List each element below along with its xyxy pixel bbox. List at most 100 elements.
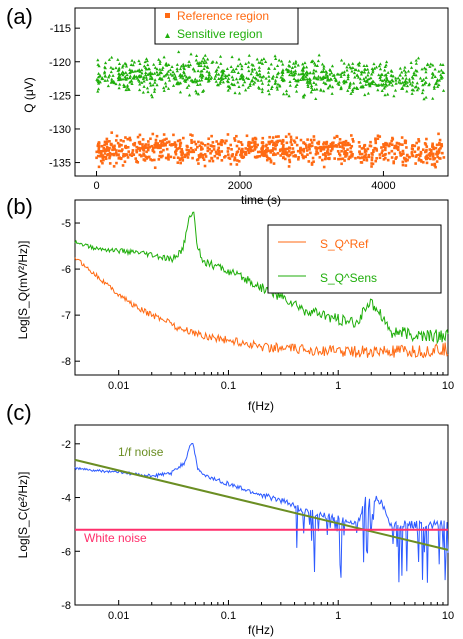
data-point bbox=[117, 66, 121, 70]
data-point bbox=[358, 156, 362, 160]
data-point bbox=[362, 70, 367, 74]
data-point bbox=[425, 63, 430, 67]
data-point bbox=[374, 139, 377, 142]
data-point bbox=[344, 150, 347, 153]
data-point bbox=[115, 161, 118, 165]
data-point bbox=[255, 155, 259, 159]
data-point bbox=[310, 141, 314, 144]
data-point bbox=[171, 70, 175, 74]
data-point bbox=[171, 143, 175, 147]
data-point bbox=[315, 64, 319, 67]
data-point bbox=[384, 82, 388, 86]
data-point bbox=[355, 73, 359, 77]
panel-c-ticks: 0.01 0.1 1 10 -2 -4 -6 -8 bbox=[61, 439, 454, 622]
data-point bbox=[184, 78, 188, 82]
data-point bbox=[312, 138, 316, 142]
data-point bbox=[356, 87, 360, 91]
data-point bbox=[124, 88, 128, 92]
data-point bbox=[114, 66, 118, 70]
data-point bbox=[403, 81, 408, 85]
data-point bbox=[124, 64, 129, 68]
data-point bbox=[351, 137, 355, 141]
data-point bbox=[441, 70, 445, 74]
data-point bbox=[342, 140, 346, 144]
data-point bbox=[433, 157, 437, 160]
data-point bbox=[104, 141, 108, 144]
data-point bbox=[250, 145, 254, 149]
data-point bbox=[301, 155, 305, 158]
data-point bbox=[337, 157, 340, 161]
data-point bbox=[239, 153, 242, 157]
data-point bbox=[178, 138, 182, 142]
panel-b-legend: S_Q^Ref S_Q^Sens bbox=[267, 224, 442, 294]
data-point bbox=[143, 159, 147, 162]
data-point bbox=[130, 154, 134, 157]
data-point bbox=[228, 86, 232, 90]
data-point bbox=[387, 151, 391, 155]
data-point bbox=[172, 72, 176, 76]
data-point bbox=[165, 137, 168, 141]
data-point bbox=[397, 80, 401, 84]
data-point bbox=[328, 156, 331, 160]
data-point bbox=[261, 149, 264, 153]
data-point bbox=[390, 83, 394, 87]
data-point bbox=[383, 65, 387, 69]
data-point bbox=[284, 147, 287, 151]
data-point bbox=[253, 136, 257, 140]
x-tick-label: 2000 bbox=[228, 180, 252, 192]
data-point bbox=[377, 64, 381, 68]
data-point bbox=[236, 64, 240, 68]
data-point bbox=[374, 137, 377, 141]
data-point bbox=[187, 64, 191, 68]
data-point bbox=[245, 134, 249, 138]
data-point bbox=[166, 72, 170, 76]
data-point bbox=[226, 150, 230, 153]
data-point bbox=[118, 145, 121, 148]
data-point bbox=[425, 137, 428, 141]
data-point bbox=[269, 140, 273, 144]
data-point bbox=[211, 159, 215, 163]
data-point bbox=[356, 156, 360, 159]
legend-ref-label: S_Q^Ref bbox=[320, 237, 369, 251]
data-point bbox=[120, 149, 123, 153]
data-point bbox=[387, 82, 391, 86]
data-point bbox=[207, 73, 211, 76]
data-point bbox=[207, 78, 211, 82]
data-point bbox=[203, 53, 207, 57]
data-point bbox=[118, 82, 122, 86]
data-point bbox=[425, 145, 429, 148]
data-point bbox=[216, 148, 220, 152]
data-point bbox=[178, 81, 183, 85]
data-point bbox=[216, 152, 219, 156]
data-point bbox=[125, 73, 129, 77]
data-point bbox=[180, 151, 184, 154]
legend-sensitive-label: Sensitive region bbox=[177, 27, 262, 41]
data-point bbox=[437, 132, 440, 136]
data-point bbox=[240, 154, 244, 158]
data-point bbox=[418, 76, 423, 80]
data-point bbox=[380, 73, 384, 76]
data-point bbox=[237, 140, 240, 143]
data-point bbox=[317, 140, 321, 144]
data-point bbox=[163, 73, 168, 77]
data-point bbox=[296, 78, 300, 82]
data-point bbox=[395, 156, 398, 159]
data-point bbox=[279, 148, 283, 151]
data-point bbox=[293, 64, 297, 68]
data-point bbox=[281, 148, 285, 151]
data-point bbox=[230, 148, 233, 151]
data-point bbox=[230, 75, 234, 79]
y-tick-label: -8 bbox=[61, 356, 71, 368]
data-point bbox=[292, 139, 296, 143]
data-point bbox=[269, 87, 274, 90]
data-point bbox=[343, 152, 346, 156]
data-point bbox=[260, 81, 265, 85]
data-point bbox=[158, 154, 161, 158]
data-point bbox=[184, 63, 188, 67]
data-point bbox=[274, 135, 278, 139]
data-point bbox=[248, 146, 251, 150]
data-point bbox=[110, 131, 114, 134]
data-point bbox=[415, 153, 419, 157]
data-point bbox=[112, 81, 116, 85]
data-point bbox=[424, 95, 428, 99]
